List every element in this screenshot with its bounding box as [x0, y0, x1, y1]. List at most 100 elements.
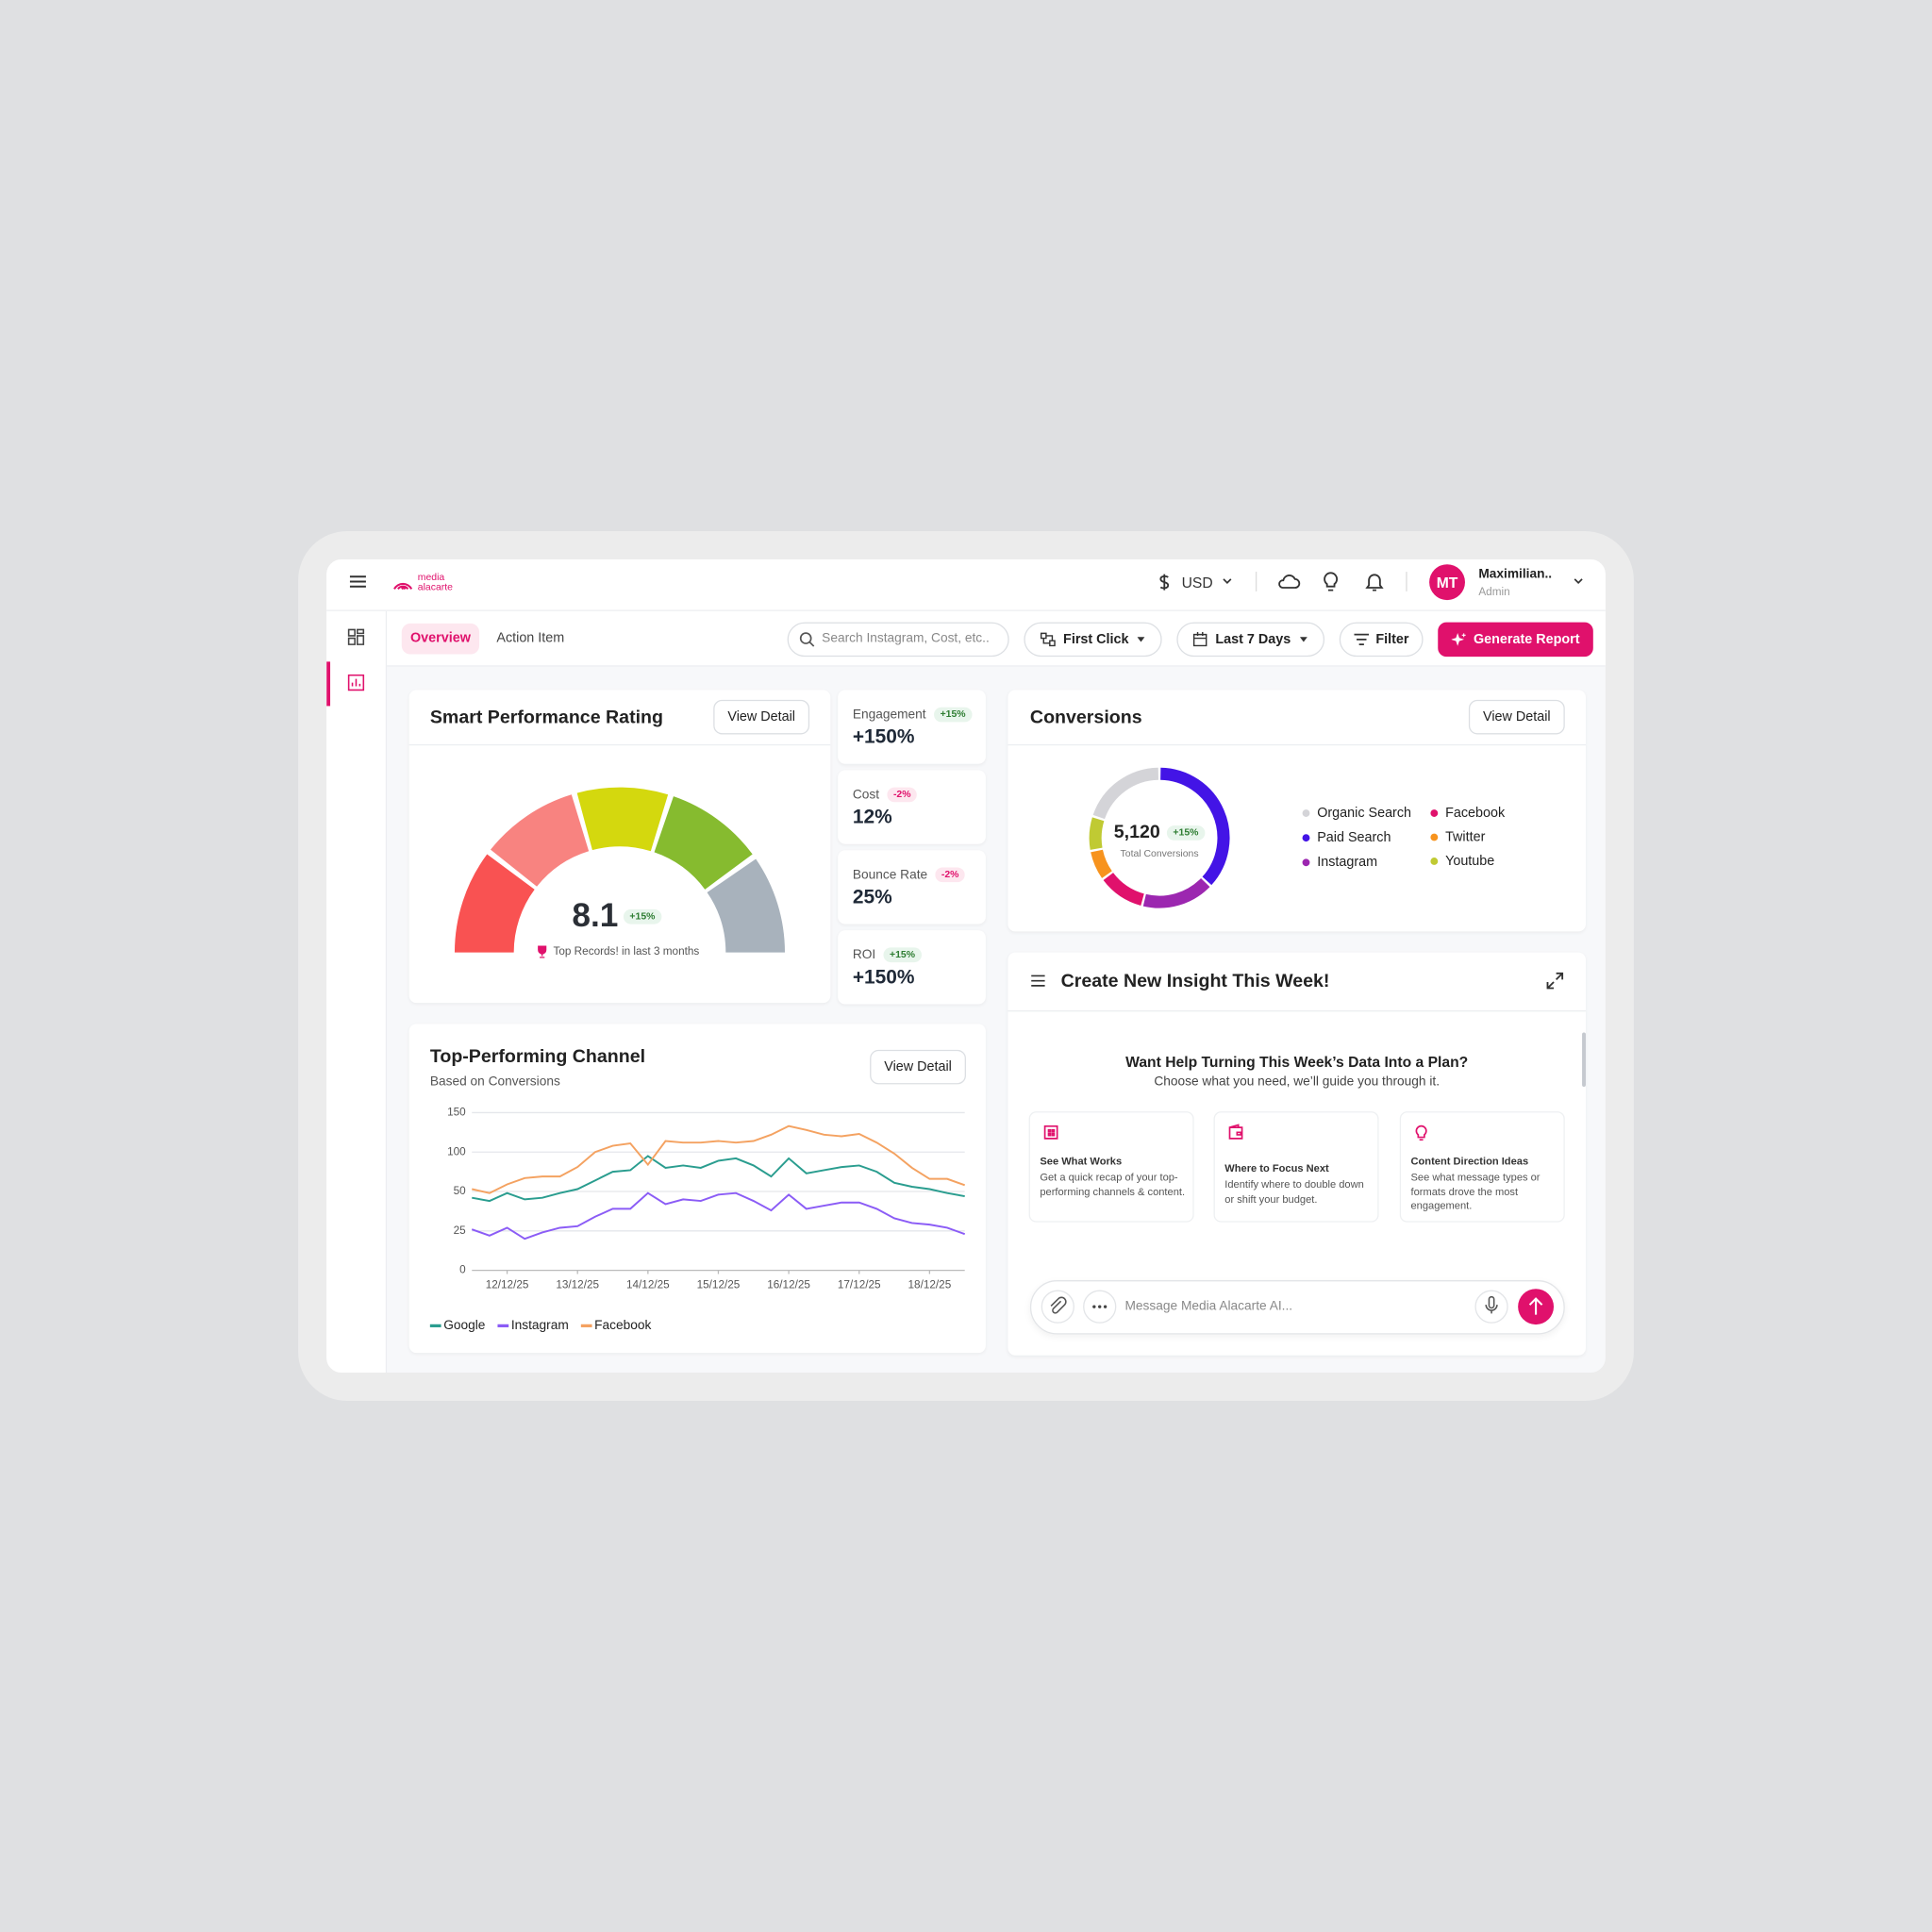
card-text: Get a quick recap of your top-performing…: [1040, 1170, 1186, 1197]
expand-icon[interactable]: [1546, 972, 1564, 990]
search-box[interactable]: [787, 622, 1009, 658]
score-note: Top Records! in last 3 months: [553, 944, 700, 958]
icon-path: [1043, 1124, 1058, 1140]
insight-heading: Want Help Turning This Week’s Data Into …: [1125, 1053, 1469, 1072]
mic-button[interactable]: [1474, 1290, 1508, 1324]
card-title: Content Direction Ideas: [1410, 1154, 1529, 1167]
card-title: Create New Insight This Week!: [1060, 971, 1330, 992]
menu-icon[interactable]: [1030, 974, 1046, 989]
menu-icon[interactable]: [349, 573, 368, 590]
attribution-dropdown[interactable]: First Click: [1024, 622, 1162, 658]
card-title: Smart Performance Rating: [429, 707, 663, 728]
metric-label: Engagement: [852, 707, 926, 723]
card-title: See What Works: [1040, 1154, 1123, 1167]
sidebar: [326, 610, 388, 1374]
clip-icon: [1050, 1296, 1067, 1314]
metric-value: 12%: [852, 807, 892, 828]
metric-label: Cost: [852, 787, 880, 803]
view-detail-button[interactable]: View Detail: [713, 699, 810, 735]
tab-active[interactable]: Overview: [401, 623, 480, 655]
currency-icon: [1159, 574, 1170, 591]
card-title: Top-Performing Channel: [429, 1045, 646, 1068]
metric-change: -2%: [935, 867, 965, 883]
flow-icon: [1040, 632, 1056, 647]
card-subtitle: Based on Conversions: [429, 1074, 560, 1090]
metric-value: +150%: [852, 726, 915, 748]
top-bar: [326, 558, 1606, 611]
attach-button[interactable]: [1041, 1290, 1074, 1324]
chevron: [1223, 578, 1232, 584]
icon-path: [1228, 1124, 1243, 1140]
user-role: Admin: [1478, 585, 1510, 598]
tab[interactable]: Action Item: [496, 630, 565, 646]
dots-icon: [1092, 1305, 1108, 1308]
suggestion-card[interactable]: [1213, 1111, 1379, 1223]
search-placeholder: Search Instagram, Cost, etc..: [822, 630, 990, 646]
search-icon: [799, 632, 815, 647]
caret: [1137, 637, 1145, 642]
suggestion-card[interactable]: [1028, 1111, 1194, 1223]
metric-label: Bounce Rate: [852, 867, 928, 883]
divider: [1008, 1010, 1586, 1012]
metric-value: 25%: [852, 887, 892, 908]
trophy-icon: [538, 945, 547, 958]
date-dropdown[interactable]: Last 7 Days: [1176, 622, 1325, 658]
view-detail-button[interactable]: View Detail: [870, 1049, 966, 1085]
currency[interactable]: USD: [1181, 574, 1213, 591]
suggestion-card[interactable]: [1399, 1111, 1565, 1223]
logo-text: media: [417, 572, 445, 583]
filter-icon: [1353, 633, 1369, 645]
card-text: See what message types or formats drove …: [1410, 1170, 1541, 1211]
divider: [1255, 572, 1257, 591]
logo-mark: [393, 582, 413, 591]
metric-label: ROI: [852, 947, 876, 963]
metric-card: [838, 770, 986, 844]
chevron[interactable]: [1573, 576, 1585, 586]
label: Generate Report: [1473, 632, 1580, 647]
bell-icon[interactable]: [1365, 571, 1384, 593]
divider: [1406, 572, 1407, 591]
conversions-change: +15%: [1166, 825, 1205, 841]
metric-card: [838, 850, 986, 924]
score-change: +15%: [623, 908, 661, 924]
card-icon: [1043, 1124, 1058, 1140]
metric-change: +15%: [934, 707, 973, 723]
metric-card: [838, 930, 986, 1005]
avatar[interactable]: MT: [1429, 564, 1465, 601]
card-icon: [1228, 1124, 1243, 1140]
filter-button[interactable]: Filter: [1339, 622, 1424, 658]
label: Filter: [1375, 632, 1409, 647]
calendar-icon: [1193, 632, 1208, 647]
icon-path: [1415, 1124, 1427, 1141]
caret: [1299, 637, 1307, 642]
scrollbar[interactable]: [1582, 1032, 1586, 1087]
divider: [408, 743, 831, 746]
sparkle-icon: [1451, 633, 1466, 646]
score: 8.1: [572, 896, 619, 935]
input-placeholder: Message Media Alacarte AI...: [1124, 1298, 1293, 1314]
cloud-icon[interactable]: [1276, 572, 1301, 591]
total-label: Total Conversions: [1120, 847, 1199, 859]
metric-change: -2%: [887, 787, 918, 803]
card-icon: [1415, 1124, 1427, 1141]
report-icon[interactable]: [347, 674, 365, 691]
card-title: Conversions: [1029, 707, 1142, 728]
metric-card: [838, 690, 986, 764]
metric-value: +150%: [852, 967, 915, 989]
generate-report-button[interactable]: Generate Report: [1438, 622, 1593, 658]
mic-icon: [1485, 1295, 1498, 1314]
metric-change: +15%: [883, 947, 922, 963]
logo-text: alacarte: [417, 581, 453, 593]
arrow-icon: [1528, 1297, 1543, 1315]
view-detail-button[interactable]: View Detail: [1468, 699, 1565, 735]
more-button[interactable]: [1083, 1290, 1117, 1324]
bulb-icon[interactable]: [1322, 571, 1339, 593]
card-title: Where to Focus Next: [1224, 1161, 1329, 1174]
insight-subheading: Choose what you need, we’ll guide you th…: [1154, 1074, 1441, 1090]
grid-icon[interactable]: [347, 628, 365, 645]
divider: [1008, 743, 1586, 746]
send-button[interactable]: [1518, 1289, 1555, 1325]
card-text: Identify where to double down or shift y…: [1224, 1177, 1364, 1205]
